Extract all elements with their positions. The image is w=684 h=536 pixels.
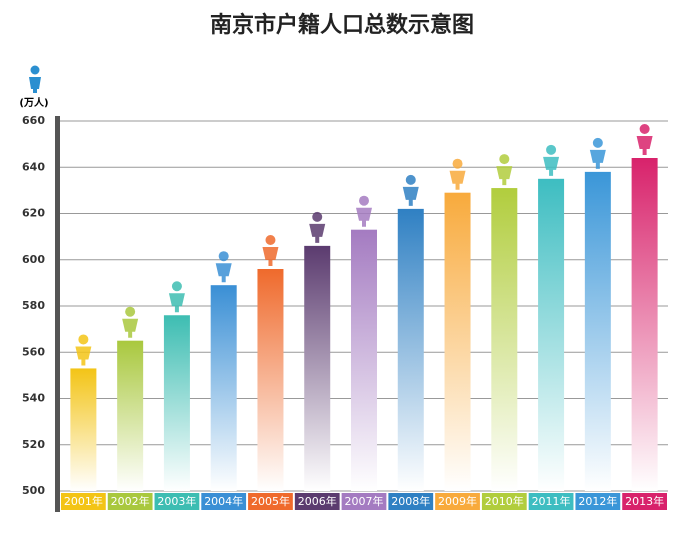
unit-icon	[29, 65, 41, 93]
y-tick-label: 640	[22, 160, 45, 173]
person-icon	[215, 251, 232, 283]
person-icon	[262, 235, 279, 266]
x-label-box	[341, 493, 387, 510]
bar	[304, 245, 331, 491]
person-icon	[402, 174, 419, 206]
x-tick-label: 2009年	[438, 494, 477, 508]
person-icon	[449, 158, 466, 190]
x-label-box	[154, 493, 200, 510]
x-tick-label: 2010年	[485, 494, 524, 508]
y-tick-label: 540	[22, 392, 45, 405]
y-axis-label: (万人)	[19, 96, 48, 109]
chart-title: 南京市户籍人口总数示意图	[210, 12, 474, 38]
person-icon	[122, 306, 139, 338]
person-icon	[589, 137, 606, 169]
x-tick-label: 2007年	[345, 494, 384, 508]
x-label-box	[61, 493, 106, 510]
x-label-box	[107, 493, 153, 510]
x-label-box	[201, 493, 247, 510]
person-icon	[496, 154, 513, 186]
x-tick-label: 2005年	[251, 494, 290, 508]
person-icon	[75, 334, 92, 366]
y-tick-label: 600	[22, 253, 45, 266]
bar	[351, 229, 377, 491]
x-tick-label: 2011年	[532, 494, 571, 508]
x-label-box	[435, 493, 480, 510]
person-icon	[356, 195, 372, 227]
x-label-box	[388, 493, 434, 510]
y-tick-label: 500	[22, 484, 45, 497]
x-tick-label: 2004年	[204, 494, 243, 508]
bar	[538, 178, 565, 491]
x-tick-label: 2002年	[111, 494, 150, 508]
bar	[491, 188, 518, 491]
bar	[397, 208, 424, 491]
bar	[70, 368, 97, 491]
x-tick-label: 2013年	[625, 494, 664, 508]
bar	[257, 269, 284, 491]
y-tick-label: 620	[22, 207, 45, 220]
y-tick-label: 520	[22, 438, 45, 451]
y-axis	[55, 116, 60, 512]
x-tick-label: 2006年	[298, 494, 337, 508]
bar	[163, 315, 190, 491]
y-tick-label: 580	[22, 299, 45, 312]
person-icon	[168, 281, 185, 313]
y-tick-label: 660	[22, 114, 45, 127]
x-label-box	[575, 493, 621, 510]
x-label-box	[528, 493, 574, 510]
bar	[117, 340, 144, 491]
bar	[210, 285, 237, 491]
y-tick-label: 560	[22, 345, 45, 358]
bar	[584, 171, 611, 491]
x-label-box	[622, 493, 667, 510]
person-icon	[636, 124, 653, 155]
x-tick-label: 2012年	[578, 494, 617, 508]
x-tick-label: 2008年	[391, 494, 430, 508]
x-tick-label: 2003年	[157, 494, 196, 508]
x-label-box	[248, 493, 293, 510]
person-icon	[309, 211, 326, 243]
person-icon	[543, 144, 560, 176]
x-label-box	[294, 493, 340, 510]
bar	[444, 192, 471, 491]
x-label-box	[481, 493, 527, 510]
bar	[631, 158, 658, 491]
x-tick-label: 2001年	[64, 494, 103, 508]
